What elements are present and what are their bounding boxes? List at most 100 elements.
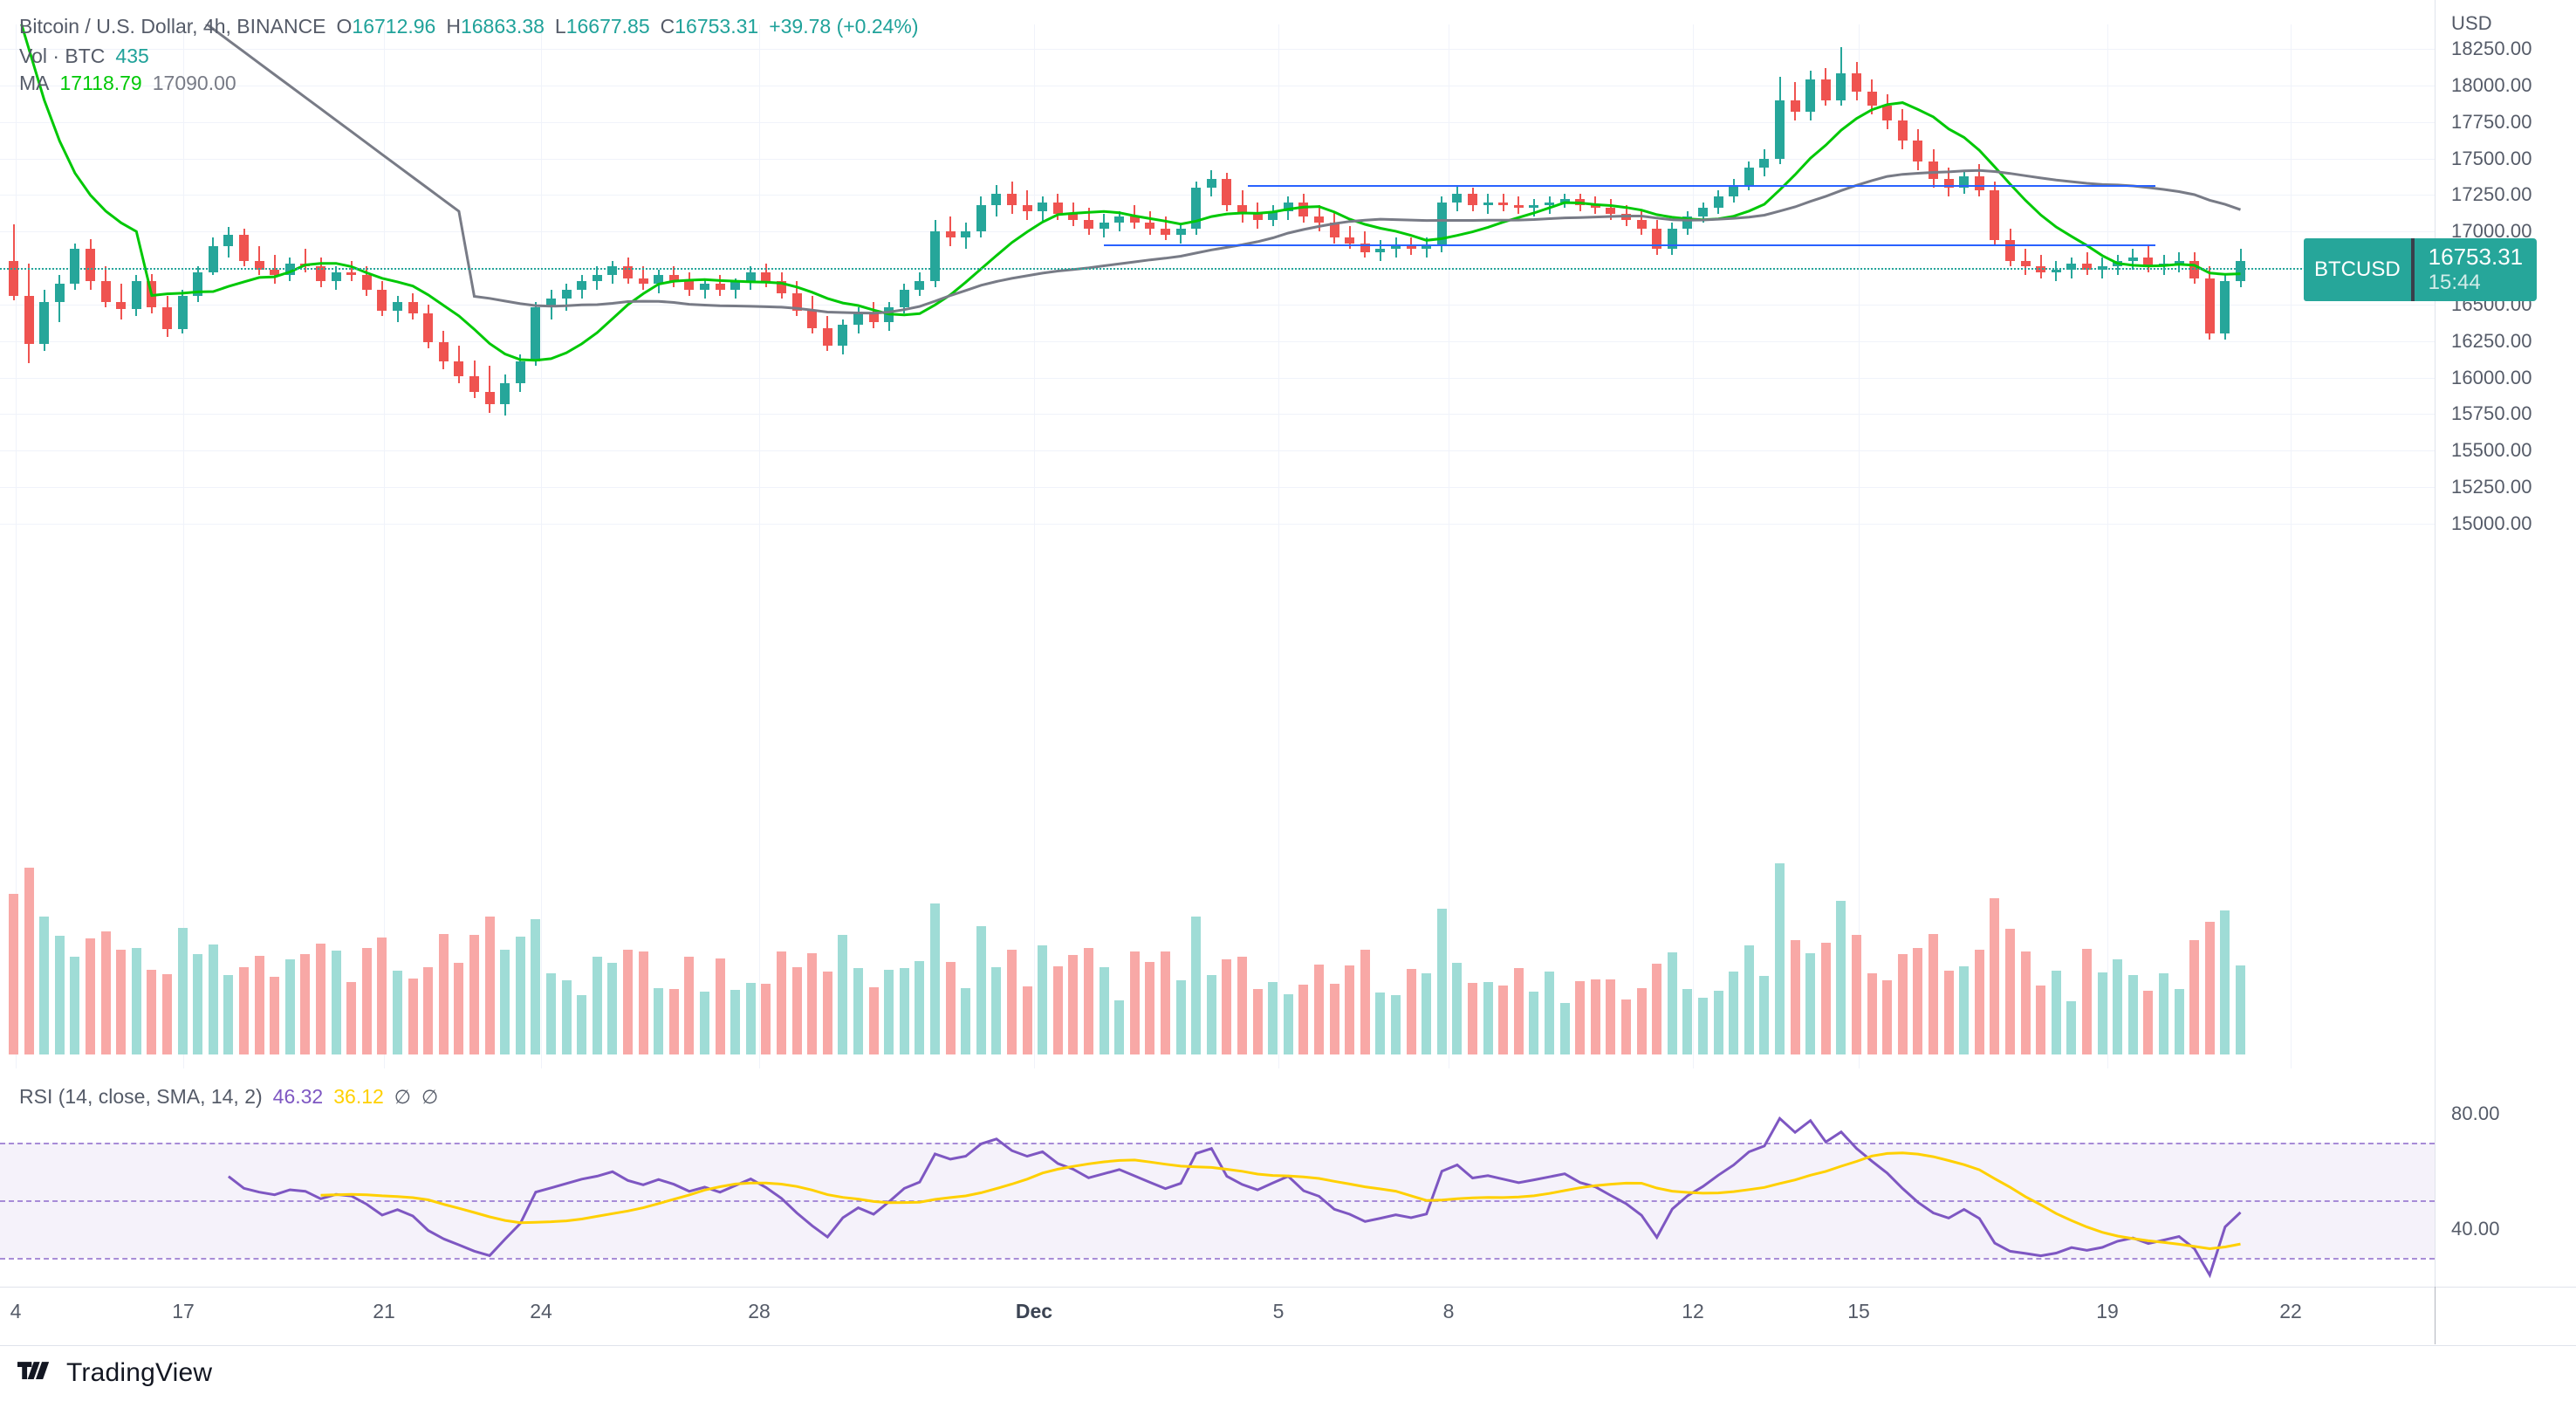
current-price-tag[interactable]: BTCUSD 16753.31 15:44: [2304, 237, 2538, 301]
volume-bar: [761, 984, 771, 1054]
candle-body: [1529, 205, 1539, 209]
footer[interactable]: TradingView: [17, 1358, 212, 1388]
price-tag-time: 15:44: [2428, 270, 2481, 294]
time-axis-tick: 8: [1442, 1300, 1455, 1322]
price-tag-value-group: 16753.31 15:44: [2414, 237, 2538, 301]
volume-bar: [1022, 986, 1032, 1054]
ohlc-high-value: 16863.38: [460, 15, 545, 38]
candle-body: [1790, 100, 1800, 112]
volume-bar: [1897, 953, 1908, 1054]
volume-bar: [1820, 943, 1831, 1054]
candle-body: [2189, 260, 2200, 278]
volume-bar: [777, 951, 786, 1054]
candle-body: [2066, 264, 2077, 270]
candle-body: [1222, 178, 1232, 206]
volume-bar: [393, 971, 402, 1054]
candle-body: [1545, 202, 1554, 206]
volume-value: 435: [115, 45, 149, 67]
volume-bar: [2236, 965, 2245, 1054]
candle-body: [177, 295, 188, 330]
volume-bar: [1729, 972, 1739, 1054]
volume-bar: [1652, 964, 1662, 1054]
candle-body: [1052, 202, 1063, 215]
volume-bar: [1621, 999, 1631, 1054]
candle-body: [1805, 79, 1816, 112]
tradingview-wordmark: TradingView: [66, 1358, 213, 1387]
time-axis-tick: 19: [2096, 1300, 2119, 1322]
symbol-legend-row[interactable]: Bitcoin / U.S. Dollar, 4h, BINANCE O16712…: [19, 14, 919, 38]
candle-body: [2220, 281, 2230, 334]
volume-bar: [1759, 976, 1770, 1054]
ma-slow-line: [204, 24, 2241, 315]
volume-bar: [39, 917, 50, 1054]
volume-bar: [638, 951, 648, 1054]
candle-body: [1375, 249, 1386, 252]
volume-bar: [1959, 966, 1970, 1054]
candle-body: [638, 278, 648, 285]
candle-body: [70, 249, 80, 285]
volume-bar: [1452, 963, 1463, 1054]
price-axis-tick: 15000.00: [2451, 512, 2532, 534]
candle-body: [408, 301, 418, 313]
candle-wick: [489, 366, 491, 413]
candle-body: [193, 272, 203, 296]
candle-body: [438, 342, 449, 362]
rsi-legend-row[interactable]: RSI (14, close, SMA, 14, 2) 46.32 36.12 ∅ ∅: [19, 1084, 438, 1109]
candle-wick: [1502, 193, 1504, 211]
candle-body: [607, 266, 618, 276]
candle-body: [9, 260, 18, 296]
volume-bar: [254, 956, 264, 1054]
candle-body: [930, 231, 940, 282]
ohlc-low-value: 16677.85: [565, 15, 650, 38]
volume-bar: [116, 949, 127, 1054]
candle-body: [1713, 196, 1723, 209]
volume-bar: [469, 934, 479, 1054]
volume-bar: [1068, 955, 1079, 1054]
ma-title[interactable]: MA: [19, 72, 50, 94]
price-axis-tick: 18000.00: [2451, 73, 2532, 96]
volume-legend-row[interactable]: Vol · BTC 435: [19, 44, 149, 68]
candle-body: [1882, 106, 1893, 120]
volume-bar: [1329, 984, 1339, 1054]
volume-bar: [1575, 981, 1586, 1054]
horizontal-ray[interactable]: [1248, 184, 2155, 187]
ma-legend-row[interactable]: MA 17118.79 17090.00: [19, 71, 236, 95]
volume-bar: [1436, 908, 1447, 1054]
rsi-pane[interactable]: [0, 1079, 2435, 1287]
candle-body: [715, 284, 725, 291]
candle-body: [577, 281, 587, 291]
volume-title[interactable]: Vol · BTC: [19, 45, 106, 67]
volume-bar: [2204, 922, 2215, 1054]
volume-bar: [1606, 979, 1616, 1054]
price-axis[interactable]: USD 18250.00 18000.00 17750.00 17500.00 17250…: [2435, 0, 2576, 1287]
horizontal-ray[interactable]: [1104, 244, 2155, 247]
candle-body: [1852, 73, 1861, 92]
time-axis[interactable]: 4 17 21 24 28 Dec 5 8 12 15 19 22: [0, 1287, 2576, 1346]
candle-body: [745, 272, 756, 282]
rsi-title[interactable]: RSI (14, close, SMA, 14, 2): [19, 1085, 263, 1108]
grid-line: [0, 304, 2435, 306]
candle-body: [484, 392, 495, 404]
rsi-line: [227, 1116, 2242, 1279]
volume-bar: [961, 987, 971, 1054]
volume-bar: [1406, 968, 1416, 1054]
volume-bar: [561, 980, 572, 1054]
candle-body: [1252, 214, 1263, 220]
volume-bar: [1468, 983, 1477, 1054]
price-tag-divider: [2410, 237, 2415, 301]
time-axis-tick: 17: [172, 1300, 195, 1322]
volume-bar: [1698, 997, 1708, 1054]
grid-line: [0, 158, 2435, 160]
price-axis-tick: 16250.00: [2451, 329, 2532, 352]
candle-body: [1744, 167, 1754, 185]
volume-bar: [1545, 971, 1554, 1054]
volume-bar: [70, 956, 80, 1054]
grid-line-vertical: [1034, 24, 1035, 1068]
price-pane[interactable]: [0, 24, 2435, 1068]
volume-bar: [1314, 965, 1324, 1054]
candle-body: [1943, 178, 1954, 188]
symbol-title[interactable]: Bitcoin / U.S. Dollar, 4h, BINANCE: [19, 15, 326, 38]
volume-bar: [1790, 940, 1800, 1054]
ohlc-high-label: H: [446, 15, 461, 38]
volume-bar: [668, 989, 679, 1054]
